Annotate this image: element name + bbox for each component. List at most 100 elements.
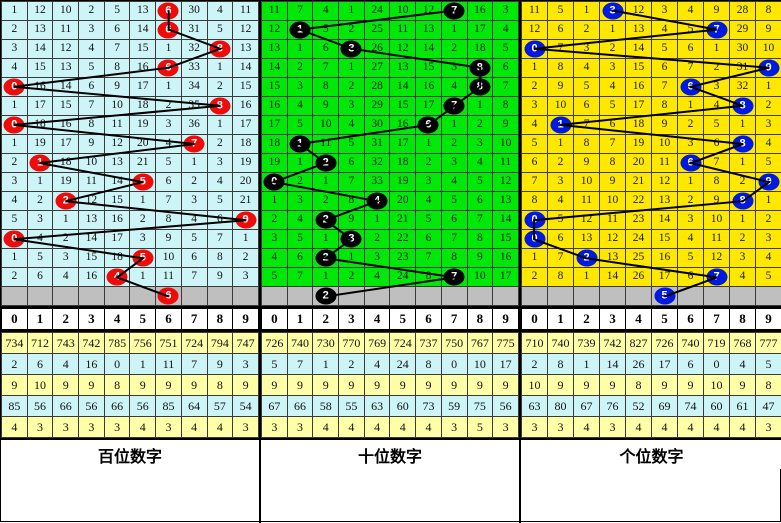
stats-cell: 724 <box>181 333 207 354</box>
stats-cell: 10 <box>27 375 53 396</box>
index-header-cell[interactable]: 2 <box>53 308 79 331</box>
grid-cell: 18 <box>262 135 288 154</box>
index-header-cell[interactable]: 6 <box>678 308 704 331</box>
index-header-cell[interactable]: 3 <box>339 308 365 331</box>
grid-cell: 26 <box>364 40 390 59</box>
stats-cell: 7 <box>181 354 207 375</box>
index-header-cell[interactable]: 1 <box>548 308 574 331</box>
grid-cell: 1 <box>339 2 365 21</box>
index-header-cell[interactable]: 8 <box>467 308 493 331</box>
grid-cell: 16 <box>467 2 493 21</box>
grid-cell: 4 <box>156 135 182 154</box>
grid-cell: 15 <box>652 230 678 249</box>
grid-cell: 77 <box>704 21 730 40</box>
grid-cell: 4 <box>441 78 467 97</box>
grid-cell: 33 <box>600 2 626 21</box>
index-header-cell[interactable]: 6 <box>156 308 182 331</box>
grid-cell: 4 <box>262 249 288 268</box>
grid-cell: 66 <box>678 78 704 97</box>
index-header-cell[interactable]: 4 <box>626 308 652 331</box>
grid-cell: 20 <box>390 192 416 211</box>
grid-cell: 1 <box>730 211 756 230</box>
grid-cell: 19 <box>262 154 288 173</box>
stats-cell: 14 <box>600 354 626 375</box>
stats-cell: 26 <box>626 354 652 375</box>
index-header-cell[interactable]: 1 <box>287 308 313 331</box>
index-header-cell[interactable]: 9 <box>233 308 259 331</box>
panel-shi: 1174124101277163121152251113117413163326… <box>261 1 521 523</box>
grid-cell: 32 <box>364 154 390 173</box>
stats-cell: 770 <box>339 333 365 354</box>
grid-cell: 15 <box>390 97 416 116</box>
grid-cell: 88 <box>207 97 233 116</box>
grid-cell: 10 <box>79 154 105 173</box>
grid-cell: 1 <box>156 40 182 59</box>
index-header-cell[interactable]: 8 <box>730 308 756 331</box>
index-header-cell[interactable]: 0 <box>522 308 548 331</box>
grid-cell: 5 <box>156 154 182 173</box>
stats-cell: 4 <box>364 417 390 438</box>
index-header-cell[interactable]: 4 <box>104 308 130 331</box>
table-row: 1191791220477218 <box>2 135 259 154</box>
stats-cell: 724 <box>390 333 416 354</box>
stats-cell: 56 <box>79 396 105 417</box>
grid-cell: 11 <box>313 135 339 154</box>
index-header-cell[interactable]: 7 <box>704 308 730 331</box>
index-header-cell[interactable]: 5 <box>652 308 678 331</box>
grid-cell: 2 <box>181 173 207 192</box>
index-header-cell[interactable]: 3 <box>79 308 105 331</box>
grid-cell: 66 <box>156 21 182 40</box>
grid-cell: 11 <box>156 268 182 287</box>
index-header-cell[interactable]: 2 <box>313 308 339 331</box>
grid-cell: 15 <box>233 78 259 97</box>
index-header-cell[interactable]: 5 <box>390 308 416 331</box>
grid-cell: 8 <box>339 192 365 211</box>
stats-cell: 2 <box>2 354 28 375</box>
grid-cell: 6 <box>416 230 442 249</box>
grid-cell: 7 <box>574 116 600 135</box>
grid-cell: 10 <box>467 268 493 287</box>
index-header-cell[interactable]: 6 <box>416 308 442 331</box>
stats-cell: 4 <box>416 417 442 438</box>
hit-ball-marker: 5 <box>132 250 153 267</box>
stats-cell: 1 <box>313 354 339 375</box>
index-header-cell[interactable]: 9 <box>756 308 781 331</box>
stats-cell: 739 <box>574 333 600 354</box>
grid-cell <box>207 287 233 306</box>
index-header-cell[interactable]: 8 <box>207 308 233 331</box>
grid-cell: 3 <box>53 249 79 268</box>
index-header-cell[interactable]: 7 <box>441 308 467 331</box>
grid-cell: 22 <box>313 154 339 173</box>
grid-cell: 5 <box>104 2 130 21</box>
stats-cell: 5 <box>756 354 781 375</box>
stats-cell: 60 <box>704 396 730 417</box>
stats-cell: 4 <box>313 417 339 438</box>
table-row: 1328442045613 <box>262 192 519 211</box>
grid-cell: 11 <box>287 21 313 40</box>
grid-cell: 1 <box>730 116 756 135</box>
index-header-cell[interactable]: 7 <box>181 308 207 331</box>
grid-cell: 5 <box>574 78 600 97</box>
hit-ball-marker: 2 <box>315 155 336 172</box>
index-header-cell[interactable]: 9 <box>493 308 519 331</box>
index-header-cell[interactable]: 5 <box>130 308 156 331</box>
grid-cell: 8 <box>652 97 678 116</box>
stats-cell: 710 <box>522 333 548 354</box>
hit-ball-marker: 7 <box>444 3 465 20</box>
index-header-cell[interactable]: 3 <box>600 308 626 331</box>
grid-cell: 10 <box>652 135 678 154</box>
grid-cell: 4 <box>678 2 704 21</box>
grid-cell <box>522 287 548 306</box>
stats-cell: 9 <box>467 375 493 396</box>
stats-cell: 66 <box>104 396 130 417</box>
index-header-cell[interactable]: 2 <box>574 308 600 331</box>
index-header-cell[interactable]: 0 <box>2 308 28 331</box>
index-header-cell[interactable]: 1 <box>27 308 53 331</box>
index-header-cell[interactable]: 0 <box>262 308 288 331</box>
grid-cell: 1 <box>2 2 28 21</box>
stats-cell: 726 <box>652 333 678 354</box>
index-header-cell[interactable]: 4 <box>364 308 390 331</box>
table-row: 1811115311712310 <box>262 135 519 154</box>
stats-cell: 85 <box>156 396 182 417</box>
hit-ball-marker: 0 <box>524 212 545 229</box>
